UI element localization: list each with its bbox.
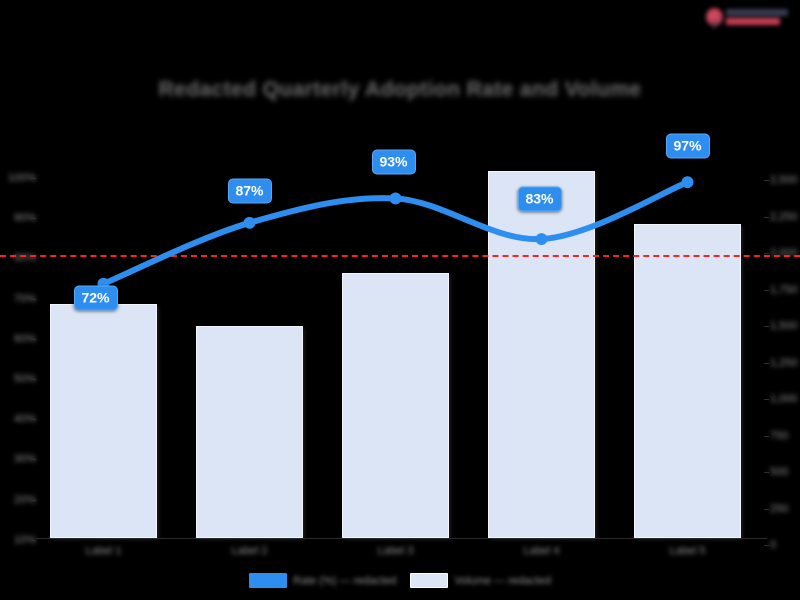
chart-title: Redacted Quarterly Adoption Rate and Vol… — [158, 78, 642, 101]
right-axis-tick-8: 500 — [770, 466, 789, 478]
right-axis-tick-10: 0 — [770, 539, 777, 551]
data-label-3: 93% — [371, 149, 416, 175]
legend-item-line[interactable]: Rate (%) — redacted — [249, 573, 396, 588]
right-axis-tick-1: 2,250 — [770, 210, 798, 223]
bar-4[interactable] — [488, 171, 595, 538]
right-axis-tickmark-1 — [764, 216, 769, 218]
left-axis-tick-3: 70% — [13, 292, 36, 305]
legend-label-line: Rate (%) — redacted — [293, 574, 397, 587]
right-axis-tick-6: 1,000 — [770, 393, 798, 405]
left-axis-tickmark-0 — [31, 178, 36, 179]
right-axis-tickmark-10 — [764, 545, 769, 546]
target-reference-line — [0, 255, 800, 258]
left-axis-tick-9: 10% — [13, 533, 36, 546]
data-label-4: 83% — [517, 186, 562, 212]
right-axis-tickmark-7 — [764, 435, 769, 437]
left-axis-tickmark-8 — [31, 499, 36, 501]
left-axis-tick-1: 90% — [13, 212, 36, 225]
bar-3[interactable] — [342, 273, 449, 538]
legend-swatch-line — [249, 573, 288, 588]
data-label-2: 87% — [227, 178, 272, 204]
legend-item-bar[interactable]: Volume — redacted — [410, 573, 551, 588]
left-axis-tickmark-7 — [31, 459, 36, 461]
left-axis-tick-6: 40% — [13, 413, 36, 426]
right-axis-tick-0: 2,500 — [770, 174, 798, 186]
x-axis-baseline — [36, 538, 767, 539]
x-axis-label-2: Label 2 — [231, 545, 268, 557]
data-label-5: 97% — [665, 133, 710, 159]
data-label-1: 72% — [73, 285, 118, 311]
x-axis-label-5: Label 5 — [669, 545, 706, 557]
right-axis-tickmark-5 — [764, 362, 769, 364]
brand-logo — [706, 4, 794, 30]
left-axis-tickmark-4 — [31, 338, 36, 340]
right-axis-tickmark-3 — [764, 289, 769, 291]
legend-swatch-bar — [410, 573, 449, 588]
right-axis-tick-4: 1,500 — [770, 320, 798, 332]
bar-2[interactable] — [196, 326, 303, 538]
x-axis-label-4: Label 4 — [523, 545, 560, 557]
right-axis-tickmark-6 — [764, 399, 769, 400]
right-axis-tick-5: 1,250 — [770, 356, 798, 369]
right-axis-tickmark-2 — [764, 253, 769, 254]
bar-1[interactable] — [50, 303, 157, 538]
legend-label-bar: Volume — redacted — [454, 574, 551, 587]
right-axis-tickmark-4 — [764, 326, 769, 327]
left-axis-tickmark-6 — [31, 419, 36, 421]
right-axis-tick-7: 750 — [770, 429, 789, 442]
line-point-5[interactable] — [681, 176, 694, 189]
left-axis-tickmark-1 — [31, 218, 36, 220]
right-axis-tickmark-8 — [764, 472, 769, 473]
line-point-2[interactable] — [243, 216, 256, 229]
left-axis-tick-7: 30% — [13, 453, 36, 466]
left-axis-tick-5: 50% — [13, 373, 36, 385]
left-axis-tick-8: 20% — [13, 493, 36, 506]
right-axis-tickmark-9 — [764, 508, 769, 510]
left-axis-tick-0: 100% — [7, 172, 36, 184]
line-series-path — [100, 179, 691, 287]
line-point-3[interactable] — [389, 192, 402, 205]
x-axis-label-1: Label 1 — [85, 545, 122, 557]
right-axis-tick-3: 1,750 — [770, 283, 798, 296]
chart-legend: Rate (%) — redacted Volume — redacted — [0, 573, 800, 588]
right-axis-tickmark-0 — [764, 180, 769, 181]
left-axis-tickmark-5 — [31, 379, 36, 380]
left-axis-tickmark-9 — [31, 539, 36, 541]
bar-5[interactable] — [634, 224, 741, 538]
x-axis-label-3: Label 3 — [377, 545, 414, 557]
left-axis-tick-4: 60% — [13, 332, 36, 345]
left-axis-tickmark-3 — [31, 298, 36, 300]
left-axis-tickmark-2 — [31, 258, 36, 260]
logo-mark-icon — [706, 8, 723, 29]
logo-wordmark — [726, 9, 788, 25]
right-axis-tick-9: 250 — [770, 502, 789, 515]
